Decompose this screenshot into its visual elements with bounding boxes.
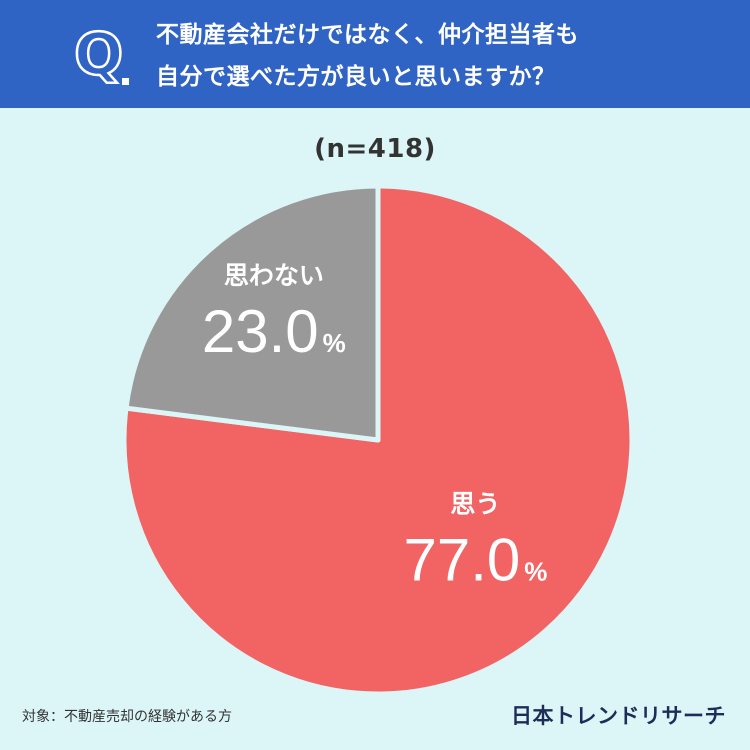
svg-text:Q: Q bbox=[74, 22, 123, 88]
slice-label-group: 思う 77.0% bbox=[403, 490, 547, 594]
slice-value-label: 23.0% bbox=[202, 298, 346, 365]
slice-category-label: 思わない bbox=[224, 261, 324, 290]
slice-category-label: 思う bbox=[450, 490, 500, 519]
footnote: 対象：不動産売却の経験がある方 bbox=[22, 709, 232, 725]
question-line-2: 自分で選べた方が良いと思いますか？ bbox=[156, 64, 556, 90]
q-mark-icon: Q bbox=[74, 22, 129, 88]
question-line-1: 不動産会社だけではなく、仲介担当者も bbox=[156, 22, 579, 48]
brand-logo: 日本トレンドリサーチ bbox=[511, 704, 726, 728]
slice-value-label: 77.0% bbox=[403, 527, 547, 594]
pie-slice-no bbox=[123, 183, 381, 443]
question-header: Q 不動産会社だけではなく、仲介担当者も 自分で選べた方が良いと思いますか？ bbox=[0, 0, 750, 108]
sample-size: (n=418) bbox=[314, 134, 436, 164]
slice-label-group: 思わない 23.0% bbox=[202, 261, 346, 365]
question-text: 不動産会社だけではなく、仲介担当者も 自分で選べた方が良いと思いますか？ bbox=[156, 14, 579, 98]
